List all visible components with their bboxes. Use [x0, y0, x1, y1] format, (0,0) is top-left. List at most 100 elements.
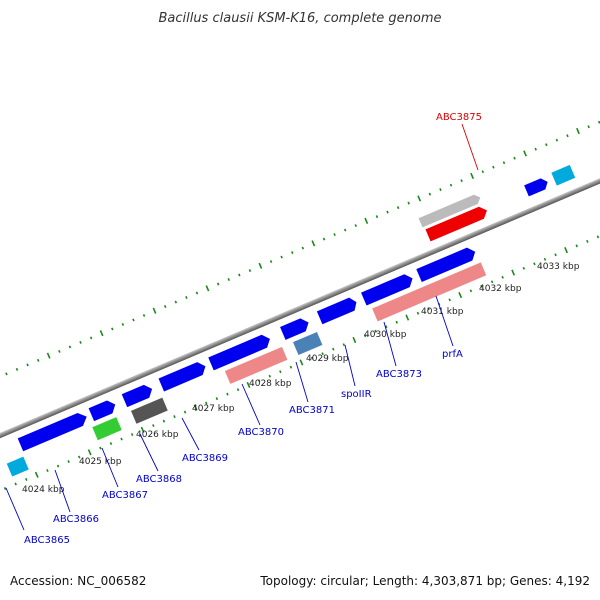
outer-minor-tick — [269, 260, 273, 264]
inner-minor-tick — [596, 235, 600, 239]
inner-minor-tick — [109, 442, 113, 446]
gene-ABC3866-body[interactable] — [17, 410, 90, 452]
inner-minor-tick — [205, 401, 208, 405]
gene-prfA-body[interactable] — [416, 245, 478, 283]
inner-minor-tick — [257, 379, 261, 383]
inner-major-tick — [246, 381, 251, 389]
inner-minor-tick — [384, 325, 388, 329]
inner-minor-tick — [480, 284, 483, 288]
outer-major-tick — [417, 195, 422, 202]
gene-ABC3868-feature[interactable] — [130, 397, 168, 424]
leader-spoIIR — [344, 344, 356, 387]
outer-minor-tick — [121, 322, 125, 326]
gene-label-ABC3866[interactable]: ABC3866 — [53, 514, 99, 525]
outer-major-tick — [258, 262, 263, 269]
inner-major-tick — [34, 471, 39, 478]
ruler-label-4032: 4032 kbp — [479, 284, 522, 294]
leader-ABC3873 — [383, 321, 397, 367]
gene-upstream-cyan[interactable] — [551, 164, 576, 186]
leader-ABC3869 — [181, 417, 200, 451]
tick-row-inner — [3, 235, 600, 490]
gene-ABC3870-body[interactable] — [208, 332, 272, 371]
gene-label-ABC3875[interactable]: ABC3875 — [436, 112, 482, 123]
gene-ABC3867-body[interactable] — [88, 398, 118, 422]
outer-minor-tick — [26, 363, 29, 367]
outer-minor-tick — [375, 215, 379, 219]
gene-prfA-feature[interactable] — [372, 262, 487, 322]
outer-major-tick — [152, 307, 157, 314]
gene-label-ABC3870[interactable]: ABC3870 — [238, 427, 284, 438]
gene-ABC3871-body[interactable] — [280, 316, 311, 340]
gene-label-spoIIR[interactable]: spoIIR — [341, 389, 372, 400]
inner-major-tick — [193, 404, 198, 411]
outer-minor-tick — [354, 224, 357, 228]
ruler-label-4031: 4031 kbp — [421, 307, 464, 317]
inner-minor-tick — [490, 280, 494, 284]
outer-minor-tick — [291, 251, 294, 255]
gene-ABC3875[interactable] — [425, 204, 489, 242]
leader-ABC3866 — [54, 469, 71, 513]
outer-minor-tick — [333, 233, 336, 237]
outer-major-tick — [311, 240, 316, 247]
ruler-label-4033: 4033 kbp — [537, 262, 580, 272]
inner-minor-tick — [120, 437, 123, 441]
inner-major-tick — [405, 314, 410, 321]
gene-label-prfA[interactable]: prfA — [442, 349, 463, 360]
outer-major-tick — [46, 352, 51, 359]
gene-upstream-blue[interactable] — [524, 176, 550, 197]
inner-minor-tick — [469, 289, 473, 293]
outer-minor-tick — [58, 349, 61, 353]
outer-minor-tick — [322, 237, 326, 241]
gene-ABC3873-body[interactable] — [361, 272, 415, 306]
gene-spoIIR-body[interactable] — [316, 296, 359, 325]
outer-major-tick — [523, 150, 527, 157]
gene-ABC3869-body[interactable] — [158, 360, 209, 392]
inner-minor-tick — [25, 478, 28, 481]
gene-label-ABC3868[interactable]: ABC3868 — [136, 474, 182, 485]
ruler-label-4026: 4026 kbp — [136, 430, 179, 440]
gene-label-ABC3867[interactable]: ABC3867 — [102, 490, 148, 501]
gene-ABC3875-shadow-feature[interactable] — [418, 193, 483, 228]
leader-ABC3868 — [139, 433, 159, 472]
map-track-group — [0, 120, 600, 490]
inner-minor-tick — [3, 487, 7, 490]
inner-major-tick — [511, 269, 516, 276]
outer-minor-tick — [227, 278, 230, 281]
ruler-labels: 4024 kbp 4025 kbp 4026 kbp 4027 kbp 4028… — [22, 262, 580, 495]
inner-minor-tick — [374, 329, 377, 333]
gene-ABC3867-feature[interactable] — [92, 417, 122, 441]
outer-minor-tick — [439, 188, 442, 192]
gene-ABC3865-feature[interactable] — [6, 456, 29, 477]
outer-minor-tick — [555, 138, 559, 142]
inner-minor-tick — [501, 275, 504, 279]
outer-minor-tick — [407, 201, 410, 205]
leader-prfA — [435, 295, 454, 347]
inner-minor-tick — [416, 311, 420, 315]
accession-label: Accession: NC_006582 — [10, 574, 146, 588]
outer-minor-tick — [534, 147, 537, 151]
inner-minor-tick — [183, 410, 187, 414]
inner-minor-tick — [99, 446, 102, 450]
inner-minor-tick — [215, 397, 219, 401]
gene-label-ABC3865[interactable]: ABC3865 — [24, 535, 70, 546]
leader-ABC3867 — [101, 447, 119, 488]
inner-minor-tick — [321, 352, 324, 356]
outer-minor-tick — [111, 327, 114, 331]
outer-minor-tick — [502, 161, 506, 165]
gene-ABC3871-feature[interactable] — [293, 331, 323, 356]
inner-minor-tick — [152, 424, 155, 428]
inner-minor-tick — [586, 239, 589, 243]
gene-label-ABC3873[interactable]: ABC3873 — [376, 369, 422, 380]
inner-minor-tick — [310, 356, 314, 360]
inner-major-tick — [458, 291, 463, 299]
inner-major-tick — [299, 359, 304, 366]
ruler-label-4028: 4028 kbp — [249, 379, 292, 389]
gene-ABC3868-body[interactable] — [121, 382, 155, 408]
outer-major-tick — [576, 127, 580, 135]
inner-minor-tick — [522, 266, 526, 270]
gene-label-ABC3869[interactable]: ABC3869 — [182, 453, 228, 464]
gene-ABC3870-feature[interactable] — [224, 346, 288, 384]
gene-label-ABC3871[interactable]: ABC3871 — [289, 405, 335, 416]
inner-minor-tick — [14, 482, 17, 486]
